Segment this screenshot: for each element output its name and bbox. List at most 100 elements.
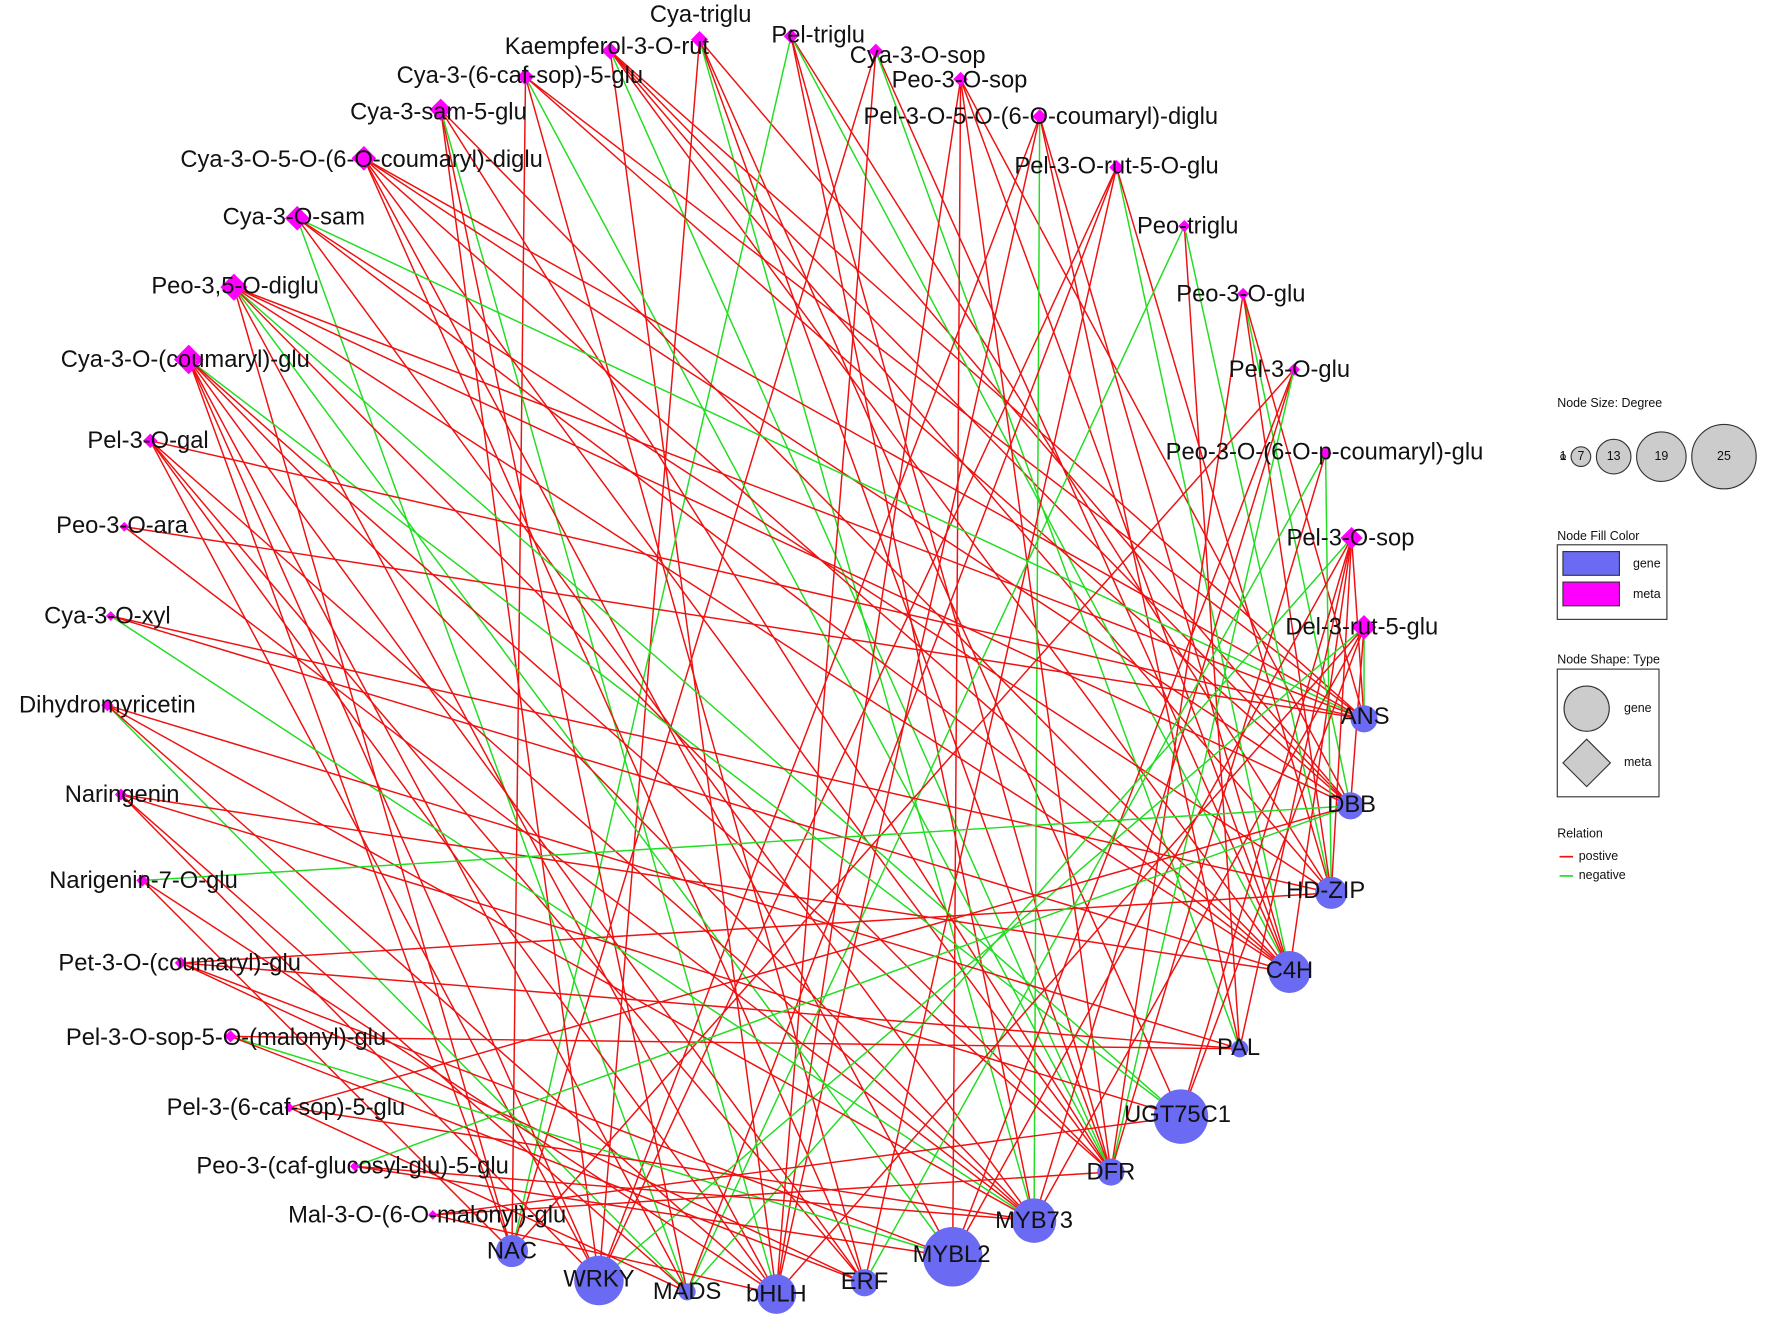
node-label: NAC — [487, 1239, 537, 1265]
edge — [363, 158, 866, 1284]
node-label: Cya-3-O-xyl — [44, 603, 171, 629]
edge — [524, 76, 866, 1283]
node-label: C4H — [1266, 958, 1313, 984]
size-legend-circle — [1560, 453, 1566, 460]
meta-node — [429, 98, 452, 121]
relation-label: postive — [1579, 849, 1618, 863]
edge — [440, 109, 778, 1295]
legend-title: Node Size: Degree — [1557, 396, 1662, 410]
edge — [180, 892, 1332, 964]
node-label: DFR — [1087, 1159, 1136, 1185]
gene-node — [495, 1235, 528, 1268]
node-label: PAL — [1217, 1035, 1260, 1061]
edge — [1180, 627, 1365, 1117]
node-label: Pel-3-O-rut-5-O-glu — [1014, 154, 1218, 180]
edge — [598, 39, 701, 1281]
node-label: Pel-3-O-glu — [1229, 357, 1350, 383]
gene-node — [1350, 705, 1378, 733]
edge — [698, 39, 1182, 1117]
shape-legend-box — [1556, 668, 1660, 798]
edge — [110, 615, 1332, 894]
edge — [149, 440, 866, 1284]
node-label: UGT75C1 — [1124, 1102, 1231, 1128]
edge — [511, 36, 792, 1252]
edge — [875, 50, 1241, 1050]
edge — [951, 79, 962, 1257]
edge — [432, 1115, 1182, 1216]
node-label: Pel-3-O-sop — [1287, 525, 1415, 551]
gene-node — [1315, 876, 1348, 909]
node-label: DBB — [1327, 792, 1376, 818]
node-label: bHLH — [746, 1281, 807, 1307]
edge — [775, 79, 962, 1295]
edge — [363, 157, 1112, 1173]
edge — [686, 225, 1186, 1293]
meta-node — [136, 874, 149, 887]
node-label: Pel-3-(6-caf-sop)-5-glu — [167, 1095, 406, 1121]
meta-node — [173, 344, 204, 375]
shape-swatch — [1563, 685, 1610, 732]
node-label: Peo-3-O-sop — [892, 68, 1028, 94]
edge — [363, 157, 954, 1258]
meta-node — [783, 28, 799, 44]
node-label: Del-3-rut-5-glu — [1285, 615, 1438, 641]
edge — [289, 805, 1351, 1109]
edge — [107, 704, 1240, 1050]
edge — [149, 440, 1035, 1222]
gene-node — [678, 1283, 696, 1301]
edge — [233, 286, 1182, 1118]
edge — [440, 109, 688, 1292]
edge — [598, 626, 1365, 1282]
edge — [106, 704, 777, 1295]
node-label: Peo-3-(caf-glucosyl-glu)-5-glu — [196, 1154, 508, 1180]
size-legend-circle — [1691, 423, 1757, 490]
edge — [149, 440, 600, 1281]
fill-label: meta — [1633, 587, 1661, 601]
size-legend-label: 13 — [1607, 449, 1621, 463]
node-label: Peo-3,5-O-diglu — [151, 273, 318, 299]
edge — [288, 1106, 688, 1293]
edge — [686, 167, 1118, 1293]
size-legend-circle — [1570, 446, 1592, 468]
node-label: Pel-triglu — [771, 23, 865, 49]
node-label: Cya-3-O-(coumaryl)-glu — [61, 347, 310, 373]
size-legend-circle — [1636, 431, 1687, 482]
node-label: HD-ZIP — [1286, 878, 1365, 904]
shape-label: gene — [1624, 701, 1652, 715]
edge — [142, 805, 1351, 882]
edge — [180, 962, 953, 1258]
edge — [354, 805, 1351, 1168]
edge — [598, 167, 1118, 1281]
node-label: Cya-3-O-5-O-(6-O-coumaryl)-diglu — [180, 147, 542, 173]
edge — [609, 50, 1365, 720]
meta-node — [1237, 287, 1250, 301]
node-label: Peo-3-O-(6-O-p-coumaryl)-glu — [1166, 440, 1484, 466]
node-label: Cya-3-O-sam — [223, 204, 365, 230]
edge — [1288, 537, 1353, 973]
meta-node — [114, 788, 128, 801]
node-label: Mal-3-O-(6-O-malonyl)-glu — [288, 1202, 566, 1228]
edge — [863, 452, 1327, 1284]
edge — [296, 217, 1332, 894]
edge — [233, 286, 1365, 720]
edge — [511, 50, 877, 1252]
edge — [1110, 293, 1244, 1173]
legend-title: Relation — [1557, 826, 1603, 840]
node-label: Dihydromyricetin — [19, 693, 196, 719]
gene-node — [1097, 1158, 1125, 1186]
edge — [233, 286, 1351, 807]
edge — [440, 109, 1112, 1173]
edge — [440, 109, 1290, 973]
gene-node — [1011, 1198, 1057, 1243]
gene-node — [756, 1274, 797, 1314]
node-label: WRKY — [563, 1267, 634, 1293]
edge — [775, 626, 1365, 1295]
edge — [1242, 293, 1332, 893]
edge — [120, 793, 1290, 973]
edge — [609, 50, 1351, 807]
edge — [230, 1035, 1240, 1050]
edge — [1033, 369, 1295, 1221]
edge — [1115, 167, 1332, 894]
edge — [1330, 537, 1353, 893]
